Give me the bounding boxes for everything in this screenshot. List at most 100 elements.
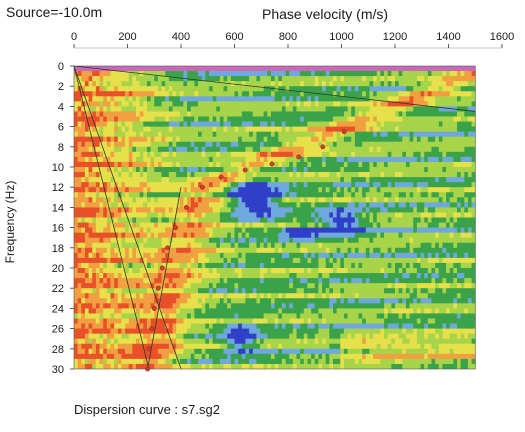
heatmap-cell — [413, 86, 418, 92]
heatmap-cell — [362, 136, 367, 143]
heatmap-cell — [88, 96, 93, 102]
heatmap-cell — [219, 86, 224, 92]
heatmap-cell — [340, 202, 345, 208]
heatmap-cell — [336, 76, 341, 82]
heatmap-cell — [438, 71, 443, 77]
heatmap-cell — [325, 172, 330, 178]
heatmap-cell — [81, 167, 86, 173]
heatmap-cell — [198, 247, 203, 254]
heatmap-cell — [125, 96, 130, 102]
heatmap-cell — [362, 202, 367, 208]
heatmap-cell — [405, 71, 410, 77]
heatmap-cell — [343, 187, 348, 193]
heatmap-cell — [362, 81, 367, 87]
heatmap-cell — [84, 252, 89, 259]
heatmap-cell — [154, 71, 159, 77]
heatmap-cell — [77, 167, 82, 173]
heatmap-cell — [172, 202, 177, 208]
heatmap-cell — [380, 227, 385, 234]
heatmap-cell — [413, 227, 418, 234]
heatmap-cell — [77, 268, 82, 274]
heatmap-cell — [103, 91, 108, 97]
heatmap-cell — [278, 106, 283, 112]
heatmap-cell — [424, 288, 429, 294]
heatmap-cell — [332, 126, 338, 133]
heatmap-cell — [300, 212, 305, 218]
heatmap-cell — [289, 278, 294, 284]
heatmap-cell — [325, 207, 330, 213]
heatmap-cell — [431, 86, 436, 92]
heatmap-cell — [114, 268, 119, 274]
heatmap-cell — [128, 101, 133, 107]
heatmap-cell — [267, 278, 272, 284]
heatmap-cell — [230, 136, 235, 143]
heatmap-cell — [358, 81, 363, 87]
heatmap-cell — [343, 141, 348, 148]
heatmap-cell — [332, 242, 338, 249]
heatmap-cell — [365, 101, 370, 107]
heatmap-cell — [292, 101, 297, 107]
heatmap-cell — [219, 232, 224, 239]
heatmap-cell — [292, 121, 297, 127]
heatmap-cell — [88, 227, 93, 234]
heatmap-cell — [139, 156, 144, 163]
heatmap-cell — [453, 273, 458, 279]
heatmap-cell — [172, 111, 177, 117]
heatmap-cell — [84, 76, 89, 82]
heatmap-cell — [252, 222, 257, 228]
heatmap-cell — [420, 232, 425, 239]
heatmap-cell — [241, 242, 246, 249]
heatmap-cell — [205, 278, 210, 284]
heatmap-cell — [150, 86, 155, 92]
heatmap-cell — [362, 156, 367, 163]
heatmap-cell — [413, 288, 418, 294]
heatmap-cell — [95, 257, 100, 264]
heatmap-cell — [373, 252, 378, 259]
heatmap-cell — [95, 141, 100, 148]
heatmap-cell — [227, 106, 232, 112]
heatmap-cell — [198, 136, 203, 143]
heatmap-cell — [190, 242, 195, 249]
heatmap-cell — [249, 136, 254, 143]
heatmap-cell — [438, 237, 443, 244]
heatmap-cell — [125, 247, 130, 254]
heatmap-cell — [289, 247, 294, 254]
heatmap-cell — [110, 232, 115, 239]
heatmap-cell — [103, 81, 108, 87]
heatmap-cell — [351, 156, 356, 163]
heatmap-cell — [172, 126, 177, 133]
heatmap-cell — [154, 161, 159, 168]
heatmap-cell — [187, 86, 192, 92]
heatmap-cell — [168, 293, 173, 299]
heatmap-cell — [427, 177, 432, 183]
heatmap-cell — [438, 86, 443, 92]
heatmap-cell — [336, 101, 341, 107]
heatmap-cell — [252, 106, 257, 112]
heatmap-cell — [467, 141, 472, 148]
heatmap-cell — [413, 111, 418, 117]
heatmap-cell — [325, 257, 330, 264]
heatmap-cell — [303, 111, 308, 117]
heatmap-cell — [471, 101, 476, 107]
heatmap-cell — [435, 177, 440, 183]
heatmap-cell — [241, 116, 246, 122]
heatmap-cell — [292, 288, 297, 294]
heatmap-cell — [132, 177, 137, 183]
heatmap-cell — [354, 222, 359, 228]
heatmap-cell — [373, 101, 378, 107]
heatmap-cell — [384, 227, 389, 234]
heatmap-cell — [365, 227, 370, 234]
heatmap-cell — [376, 126, 381, 133]
heatmap-cell — [117, 177, 122, 183]
heatmap-cell — [325, 237, 330, 244]
heatmap-cell — [358, 262, 363, 269]
heatmap-cell — [307, 197, 312, 203]
heatmap-cell — [263, 136, 268, 143]
heatmap-cell — [391, 187, 396, 193]
heatmap-cell — [424, 156, 429, 163]
heatmap-cell — [467, 96, 472, 102]
heatmap-cell — [74, 242, 79, 249]
heatmap-cell — [413, 217, 418, 223]
heatmap-cell — [114, 262, 119, 269]
heatmap-cell — [373, 156, 378, 163]
